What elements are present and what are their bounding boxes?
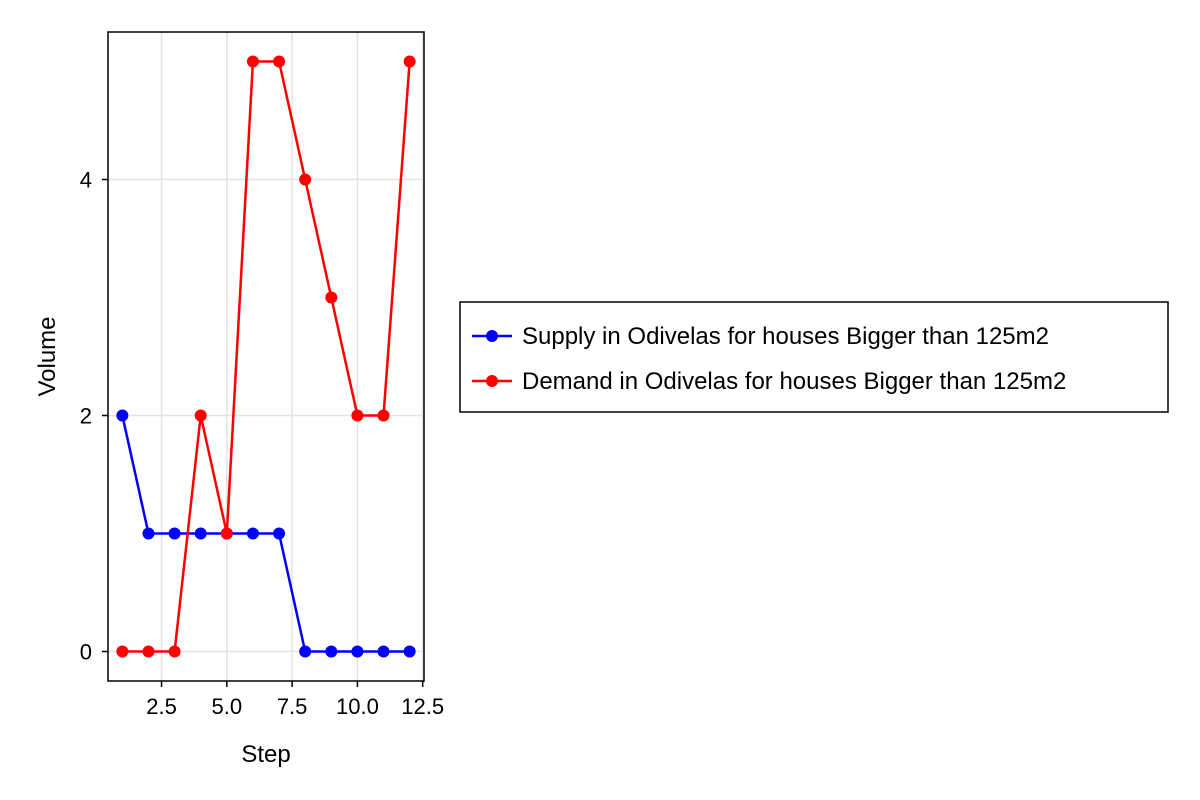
- x-axis-label: Step: [241, 741, 290, 768]
- series-0-point: [351, 645, 364, 658]
- legend-item-1: Demand in Odivelas for houses Bigger tha…: [472, 368, 1066, 395]
- series-line-0: [121, 415, 410, 653]
- series-line-1: [122, 60, 411, 653]
- series-1: [116, 55, 416, 658]
- series-1-point: [351, 409, 364, 422]
- series-1-point: [246, 55, 259, 68]
- series-1-point: [403, 55, 416, 68]
- legend-label: Demand in Odivelas for houses Bigger tha…: [522, 368, 1066, 395]
- axis-ticks: 2.5 5.0 7.5 10.0 12.5 0 2 4: [80, 168, 444, 720]
- series-0: [116, 409, 416, 658]
- legend-box: [459, 301, 1169, 413]
- y-tick-label: 2: [80, 404, 92, 429]
- series-1-point: [116, 645, 129, 658]
- legend: Supply in Odivelas for houses Bigger tha…: [459, 301, 1169, 413]
- series-0-point: [246, 527, 259, 540]
- x-tick-label: 2.5: [146, 694, 177, 719]
- series-0-point: [194, 527, 207, 540]
- plot-frame: [107, 31, 425, 682]
- legend-marker: [486, 375, 498, 387]
- y-tick-label: 0: [80, 640, 92, 665]
- legend-item-0: Supply in Odivelas for houses Bigger tha…: [472, 323, 1049, 350]
- series-1-point: [273, 55, 286, 68]
- series-0-point: [116, 409, 129, 422]
- y-axis-label: Volume: [34, 316, 61, 396]
- series-0-point: [273, 527, 286, 540]
- x-tick-label: 5.0: [212, 694, 243, 719]
- legend-marker: [486, 330, 498, 342]
- y-tick-label: 4: [80, 168, 92, 193]
- series-1-point: [168, 645, 181, 658]
- legend-label: Supply in Odivelas for houses Bigger tha…: [522, 323, 1049, 350]
- series-0-point: [168, 527, 181, 540]
- grid-lines: [108, 32, 424, 681]
- series-1-point: [377, 409, 390, 422]
- series-0-point: [403, 645, 416, 658]
- series-0-point: [142, 527, 155, 540]
- series-0-point: [325, 645, 338, 658]
- series-layer: [116, 55, 416, 658]
- series-0-point: [377, 645, 390, 658]
- series-0-point: [299, 645, 312, 658]
- x-tick-label: 10.0: [336, 694, 379, 719]
- x-tick-label: 12.5: [401, 694, 444, 719]
- series-1-point: [220, 527, 233, 540]
- series-1-point: [325, 291, 338, 304]
- series-1-point: [194, 409, 207, 422]
- x-tick-label: 7.5: [277, 694, 308, 719]
- series-1-point: [142, 645, 155, 658]
- series-1-point: [299, 173, 312, 186]
